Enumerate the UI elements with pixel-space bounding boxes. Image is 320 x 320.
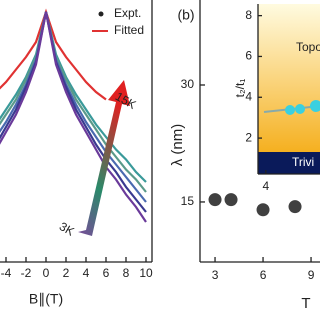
point xyxy=(208,193,222,207)
inset-y-tick-label: 8 xyxy=(245,8,252,22)
y-tick-label: 15 xyxy=(181,194,195,208)
x-axis-label: T xyxy=(301,295,310,312)
curve xyxy=(0,11,147,203)
x-tick-label: 4 xyxy=(83,266,90,280)
panel-label: (b) xyxy=(177,7,194,23)
curve xyxy=(0,11,147,213)
trivial-band xyxy=(258,152,320,174)
phase-label: Trivi xyxy=(292,155,314,169)
arrow xyxy=(78,80,130,236)
point xyxy=(224,193,238,207)
legend-marker xyxy=(98,11,104,17)
atom xyxy=(285,105,295,115)
legend-label: Fitted xyxy=(114,23,144,37)
inset-y-tick-label: 2 xyxy=(245,130,252,144)
x-tick-label: -2 xyxy=(21,266,32,280)
x-tick-label: 9 xyxy=(308,268,315,282)
phase-label: Topo xyxy=(296,40,320,54)
legend-label: Expt. xyxy=(114,6,141,20)
point xyxy=(288,200,302,214)
x-tick-label: 0 xyxy=(43,266,50,280)
inset-background xyxy=(258,4,320,152)
curve xyxy=(0,11,147,183)
panel-a: -4 -2 0 2 4 6 8 10 xyxy=(0,0,153,280)
annotation: 3K xyxy=(57,219,77,238)
inset-y-tick-label: 4 xyxy=(245,89,252,103)
curve xyxy=(0,11,147,223)
point xyxy=(256,203,270,217)
x-axis-label: B∥(T) xyxy=(29,291,63,307)
x-tick-label: -4 xyxy=(1,266,12,280)
x-tick-label: 6 xyxy=(260,268,267,282)
y-axis-label: λ (nm) xyxy=(169,124,186,167)
atom xyxy=(295,104,305,114)
x-tick-label: 3 xyxy=(212,268,219,282)
curve xyxy=(0,11,147,193)
atom xyxy=(310,100,320,112)
inset-y-label: t₂/t₁ xyxy=(233,79,247,98)
curve xyxy=(0,8,107,101)
x-tick-label: 2 xyxy=(63,266,70,280)
x-tick-label: 10 xyxy=(139,266,153,280)
y-tick-label: 30 xyxy=(181,77,195,91)
x-tick-label: 6 xyxy=(103,266,110,280)
x-tick-label: 8 xyxy=(123,266,130,280)
inset: Topo Trivi t₂/t₁ 2 4 6 8 4 xyxy=(233,4,320,193)
panel-b: 3 6 9 15 30 xyxy=(181,0,320,282)
inset-y-tick-label: 6 xyxy=(245,49,252,63)
inset-x-tick-label: 4 xyxy=(262,179,269,193)
